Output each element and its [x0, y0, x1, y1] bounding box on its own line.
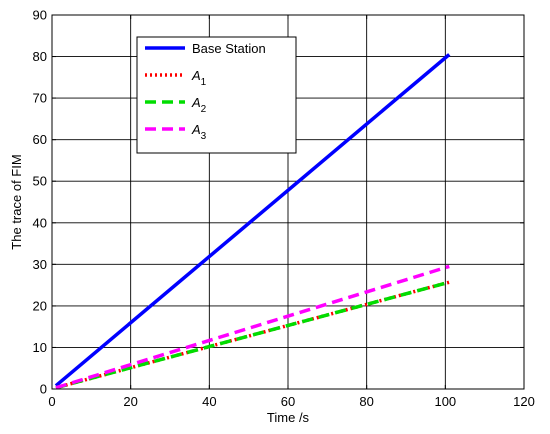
- x-tick-label: 60: [281, 394, 295, 409]
- y-tick-label: 40: [33, 215, 47, 230]
- y-tick-label: 50: [33, 174, 47, 189]
- series-line-a3: [55, 264, 450, 390]
- y-tick-label: 20: [33, 298, 47, 313]
- legend-box: [136, 36, 297, 154]
- x-tick-label: 20: [123, 394, 137, 409]
- x-tick-label: 40: [202, 394, 216, 409]
- x-tick-label: 100: [434, 394, 456, 409]
- legend-label-a3: A3: [191, 122, 207, 142]
- y-axis-label: The trace of FIM: [9, 154, 24, 249]
- x-tick-label: 120: [513, 394, 535, 409]
- axes: 0 20 40 60 80 100 120 0 10 20 30 40 50 60 70 80 90 Time /…: [9, 8, 535, 426]
- y-tick-label: 30: [33, 257, 47, 272]
- x-tick-label: 0: [48, 394, 55, 409]
- y-tick-label: 10: [33, 340, 47, 355]
- y-tick-label: 90: [33, 8, 47, 23]
- y-tick-label: 80: [33, 49, 47, 64]
- y-tick-label: 0: [40, 382, 47, 397]
- series-layer: [54, 53, 451, 390]
- legend-label-a2: A2: [191, 95, 207, 115]
- x-axis-label: Time /s: [267, 410, 310, 425]
- legend-label-base-station: Base Station: [192, 41, 266, 56]
- y-tick-label: 60: [33, 132, 47, 147]
- legend-label-a1: A1: [191, 68, 207, 88]
- series-line-base-station: [54, 53, 451, 388]
- y-tick-label: 70: [33, 91, 47, 106]
- legend: Base Station A1 A2 A3: [136, 36, 297, 154]
- x-tick-label: 80: [359, 394, 373, 409]
